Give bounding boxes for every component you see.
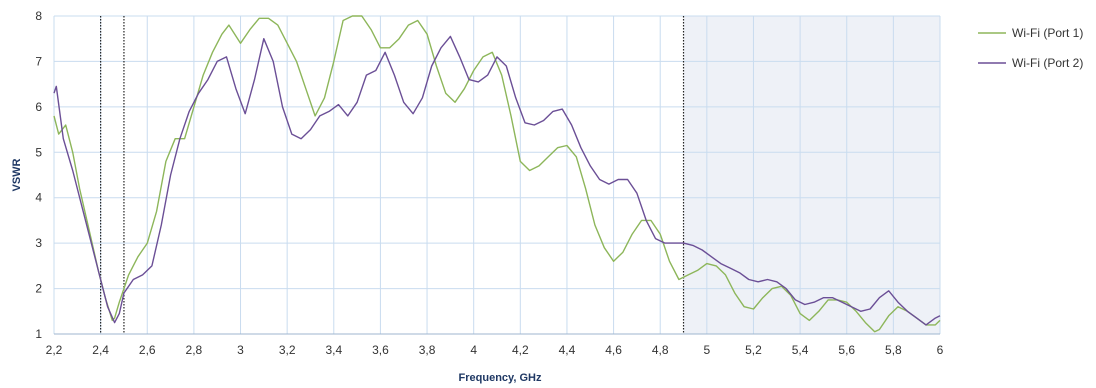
x-tick-label: 3,6 <box>372 343 389 357</box>
x-tick-label: 5,2 <box>745 343 762 357</box>
x-tick-label: 2,4 <box>92 343 109 357</box>
y-tick-label: 4 <box>35 191 42 205</box>
y-tick-label: 6 <box>35 100 42 114</box>
y-tick-label: 1 <box>35 327 42 341</box>
legend: Wi-Fi (Port 1) Wi-Fi (Port 2) <box>978 26 1083 70</box>
legend-label-2: Wi-Fi (Port 2) <box>1012 56 1083 70</box>
series-line-2 <box>53 35 941 326</box>
y-tick-label: 5 <box>35 145 42 159</box>
x-tick-label: 2,2 <box>46 343 63 357</box>
series-lines <box>53 15 941 333</box>
x-tick-label: 5,6 <box>838 343 855 357</box>
y-tick-label: 7 <box>35 54 42 68</box>
x-axis-title: Frequency, GHz <box>459 372 542 384</box>
x-tick-label: 4,8 <box>652 343 669 357</box>
y-tick-label: 3 <box>35 236 42 250</box>
x-tick-label: 3,4 <box>325 343 342 357</box>
x-tick-label: 6 <box>937 343 944 357</box>
x-tick-label: 4,6 <box>605 343 622 357</box>
x-tick-label: 5,4 <box>792 343 809 357</box>
x-tick-label: 3,2 <box>279 343 296 357</box>
shaded-region <box>683 16 940 334</box>
tick-labels: 2,2 2,4 2,6 2,8 3 3,2 3,4 3,6 3,8 4 4,2 4,4 4,6 4,8 5 5… <box>35 9 943 357</box>
x-tick-label: 4 <box>470 343 477 357</box>
x-tick-label: 4,2 <box>512 343 529 357</box>
gridlines <box>53 15 941 335</box>
y-tick-label: 8 <box>35 9 42 23</box>
x-tick-label: 4,4 <box>559 343 576 357</box>
shaded-region-layer <box>683 16 940 334</box>
x-tick-label: 3 <box>237 343 244 357</box>
x-tick-label: 5,8 <box>885 343 902 357</box>
y-axis-title: VSWR <box>11 158 23 191</box>
x-tick-label: 2,6 <box>139 343 156 357</box>
y-tick-label: 2 <box>35 282 42 296</box>
x-tick-label: 3,8 <box>419 343 436 357</box>
x-tick-label: 2,8 <box>186 343 203 357</box>
x-tick-label: 5 <box>703 343 710 357</box>
legend-label-1: Wi-Fi (Port 1) <box>1012 26 1083 40</box>
